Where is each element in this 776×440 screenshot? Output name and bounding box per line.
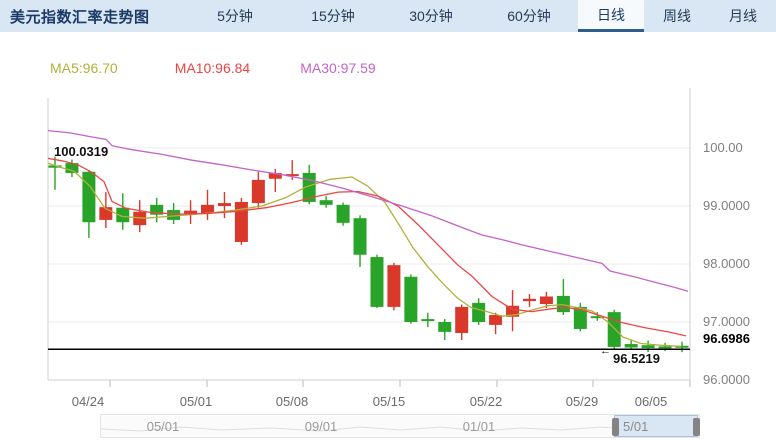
x-axis-label: 05/01 — [179, 394, 213, 409]
high-price-label: 100.0319 — [54, 144, 109, 159]
range-selection-label: 5/01 — [623, 419, 649, 434]
x-axis-label: 05/08 — [275, 394, 309, 409]
ma-legend: MA5:96.70 MA10:96.84 MA30:97.59 — [0, 60, 376, 80]
timeframe-tab[interactable]: 15分钟 — [311, 8, 355, 24]
x-axis-label: 05/22 — [469, 394, 503, 409]
timeframe-tab[interactable]: 30分钟 — [409, 8, 453, 24]
chart-title: 美元指数汇率走势图 — [10, 8, 150, 26]
navigator-label: 09/01 — [304, 419, 338, 434]
y-axis-label: 100.00 — [703, 140, 743, 155]
range-navigator[interactable]: 05/01 09/01 01/01 5/01 — [100, 414, 700, 438]
y-axis-label: 96.0000 — [703, 372, 750, 387]
navigator-label: 01/01 — [462, 419, 496, 434]
timeframe-tab[interactable]: 周线 — [663, 8, 691, 24]
candlestick-chart[interactable] — [0, 88, 776, 414]
current-price-axis-label: 96.6986 — [703, 331, 750, 347]
low-marker-arrow-icon: ← — [600, 345, 611, 357]
x-axis-label: 06/05 — [634, 394, 668, 409]
toolbar: 美元指数汇率走势图 5分钟 15分钟 30分钟 60分钟 日线 周线 月线 — [0, 0, 776, 32]
ma10-value: MA10:96.84 — [174, 60, 251, 76]
range-handle-left-icon[interactable] — [612, 418, 619, 436]
timeframe-tab[interactable]: 60分钟 — [507, 8, 551, 24]
y-axis-label: 97.0000 — [703, 314, 750, 329]
x-axis-label: 04/24 — [71, 394, 105, 409]
ma5-value: MA5:96.70 — [50, 60, 118, 76]
y-axis-label: 98.0000 — [703, 256, 750, 271]
x-axis-label: 05/15 — [372, 394, 406, 409]
timeframe-tabs: 5分钟 15分钟 30分钟 60分钟 日线 周线 月线 — [186, 0, 776, 32]
range-handle-right-icon[interactable] — [693, 418, 700, 436]
y-axis-label: 99.0000 — [703, 198, 750, 213]
x-axis-label: 05/29 — [565, 394, 599, 409]
timeframe-tab[interactable]: 月线 — [729, 8, 757, 24]
timeframe-tab[interactable]: 日线 — [578, 0, 644, 32]
navigator-label: 05/01 — [146, 419, 180, 434]
timeframe-tab[interactable]: 5分钟 — [217, 8, 253, 24]
low-price-label: 96.5219 — [613, 351, 660, 366]
ma30-value: MA30:97.59 — [300, 60, 376, 76]
range-selection[interactable]: 5/01 — [612, 415, 700, 437]
chart-area: 100.00 99.0000 98.0000 97.0000 96.6986 96.000… — [0, 88, 776, 414]
